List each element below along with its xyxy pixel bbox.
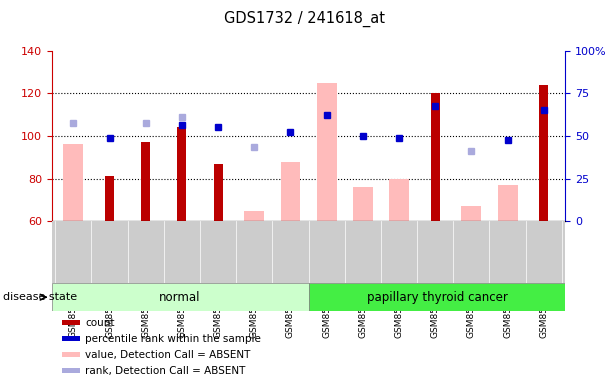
Text: percentile rank within the sample: percentile rank within the sample (85, 334, 261, 344)
Bar (430, 93, 440, 221)
Bar (539, 85, 548, 221)
Bar (62, 368, 80, 373)
Text: papillary thyroid cancer: papillary thyroid cancer (367, 291, 508, 304)
Bar (62, 352, 80, 357)
Bar (62, 321, 80, 325)
Bar (244, 211, 264, 221)
Bar (353, 187, 373, 221)
Bar (308, 283, 565, 311)
Bar (497, 185, 517, 221)
Text: count: count (85, 318, 114, 328)
Bar (141, 142, 150, 221)
Bar (105, 177, 114, 221)
Text: normal: normal (159, 291, 201, 304)
Text: GDS1732 / 241618_at: GDS1732 / 241618_at (224, 11, 384, 27)
Text: rank, Detection Call = ABSENT: rank, Detection Call = ABSENT (85, 366, 246, 375)
Bar (63, 144, 83, 221)
Bar (461, 206, 482, 221)
Bar (52, 283, 308, 311)
Bar (280, 162, 300, 221)
Bar (178, 128, 187, 221)
Bar (213, 164, 223, 221)
Bar (62, 336, 80, 341)
Bar (317, 82, 337, 221)
Text: disease state: disease state (3, 292, 77, 302)
Text: value, Detection Call = ABSENT: value, Detection Call = ABSENT (85, 350, 250, 360)
Bar (389, 178, 409, 221)
